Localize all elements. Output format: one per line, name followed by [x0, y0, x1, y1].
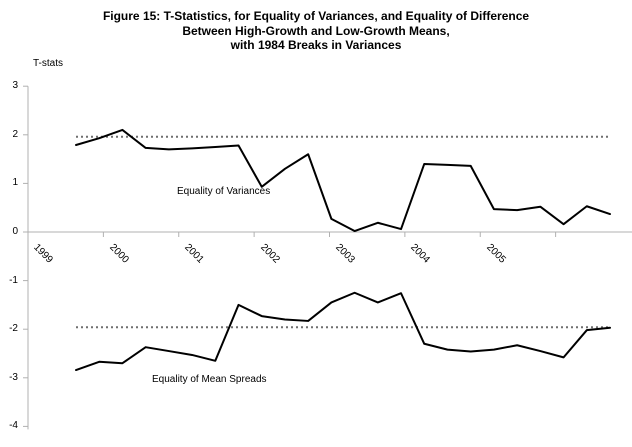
series-label-equality-of-variances: Equality of Variances: [177, 186, 271, 197]
chart-title: Figure 15: T-Statistics, for Equality of…: [0, 9, 632, 53]
y-tick-label--1: -1: [9, 274, 18, 286]
series-line-equality-of-mean-spreads: [75, 291, 611, 372]
y-tick-label--3: -3: [9, 371, 18, 383]
y-tick-label-1: 1: [12, 177, 18, 189]
y-tick-label-2: 2: [12, 128, 18, 140]
chart-title-line3: with 1984 Breaks in Variances: [230, 38, 402, 52]
chart-title-line1: Figure 15: T-Statistics, for Equality of…: [102, 9, 530, 23]
y-axis-title: T-stats: [33, 58, 64, 69]
series-line-equality-of-variances: [75, 128, 611, 233]
y-tick-label--4: -4: [9, 420, 18, 432]
series-label-equality-of-mean-spreads: Equality of Mean Spreads: [152, 374, 267, 385]
y-tick-label-0: 0: [12, 226, 18, 237]
y-tick-label--2: -2: [9, 323, 18, 335]
y-tick-label-3: 3: [12, 80, 18, 92]
chart-title-line2: Between High-Growth and Low-Growth Means…: [182, 23, 450, 38]
